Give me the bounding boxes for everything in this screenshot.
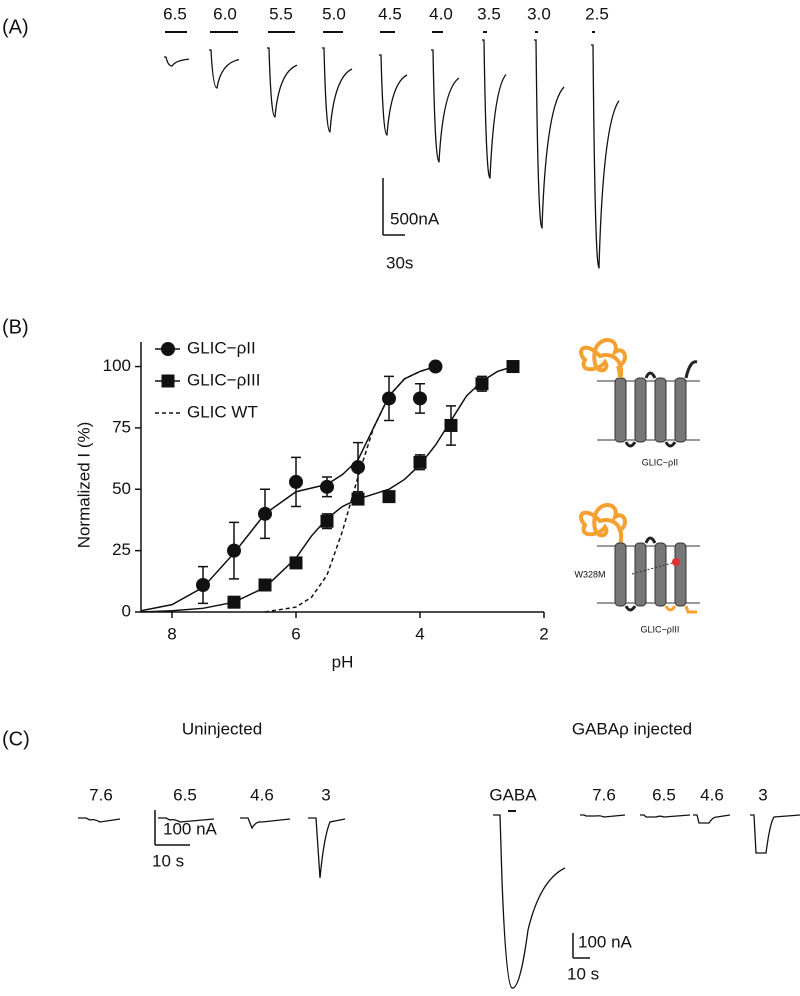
marker xyxy=(382,490,396,504)
y-tick-label: 75 xyxy=(112,417,131,436)
ph-label: 5.0 xyxy=(322,4,346,23)
marker xyxy=(382,391,396,406)
legend-label: GLIC−ρII xyxy=(187,338,256,357)
legend-label: GLIC WT xyxy=(187,402,258,421)
panel-title: Uninjected xyxy=(182,719,262,738)
construct-label: GLIC−ρIII xyxy=(641,624,680,634)
x-tick-label: 2 xyxy=(539,624,548,643)
ph-label: 6.0 xyxy=(213,4,237,23)
trace xyxy=(580,814,626,818)
marker xyxy=(506,360,520,374)
marker xyxy=(289,556,303,570)
ph-label: 2.5 xyxy=(585,4,609,23)
scale-label: 30s xyxy=(386,253,413,272)
marker xyxy=(413,455,427,469)
trace xyxy=(640,814,691,818)
y-tick-label: 100 xyxy=(103,356,131,375)
line xyxy=(264,365,436,613)
ph-label: 4.6 xyxy=(700,785,724,804)
trace xyxy=(750,814,800,854)
marker xyxy=(196,578,210,592)
trace xyxy=(482,39,507,179)
diagram: GLIC−ρII W328M GLIC−ρIII xyxy=(574,338,700,634)
marker xyxy=(475,377,489,391)
ph-label: 6.5 xyxy=(173,785,197,804)
ph-label: 6.5 xyxy=(652,785,676,804)
ph-label: 4.0 xyxy=(429,4,453,23)
chart: 0 25 50 75 100 8 6 4 2 pH Normalized I (%) GLIC−ρII… xyxy=(74,338,548,671)
trace xyxy=(693,814,731,824)
mutation-label: W328M xyxy=(574,569,605,579)
x-axis-label: pH xyxy=(332,652,354,671)
marker xyxy=(289,474,303,489)
y-tick-label: 0 xyxy=(122,601,131,620)
marker xyxy=(161,374,175,388)
x-tick-label: 4 xyxy=(415,624,424,643)
scale-label: 100 nA xyxy=(578,932,633,951)
marker xyxy=(351,492,365,506)
panel-a: 6.5 6.0 5.5 5.0 4.5 4.0 3.5 3.0 2.5 xyxy=(163,4,620,269)
marker xyxy=(227,543,241,558)
trace xyxy=(78,817,121,823)
trace xyxy=(267,47,298,118)
ph-label: 5.5 xyxy=(269,4,293,23)
trace xyxy=(308,817,346,879)
x-tick-label: 8 xyxy=(167,624,176,643)
scale-label: 10 s xyxy=(152,851,184,870)
trace xyxy=(431,49,460,163)
trace xyxy=(591,44,620,269)
marker xyxy=(413,391,427,406)
construct-label: GLIC−ρII xyxy=(642,457,678,467)
trace xyxy=(209,49,240,89)
marker xyxy=(161,342,175,356)
marker xyxy=(227,595,241,609)
marker xyxy=(258,506,272,521)
trace xyxy=(534,39,565,229)
ph-label: 7.6 xyxy=(89,785,113,804)
y-axis-label: Normalized I (%) xyxy=(74,422,93,549)
ph-label: 3 xyxy=(758,785,767,804)
panel-title: GABAρ injected xyxy=(572,719,692,738)
y-tick-label: 25 xyxy=(112,540,131,559)
construct-drawing xyxy=(579,338,700,448)
trace xyxy=(379,54,408,136)
panel-c: 7.6 6.5 4.6 3 7.6 6.5 4.6 3 xyxy=(78,785,800,879)
ph-label: 4.5 xyxy=(378,4,402,23)
scale-label: 100 nA xyxy=(163,819,218,838)
ph-label: 4.6 xyxy=(250,785,274,804)
scale-label: 10 s xyxy=(567,964,599,983)
trace xyxy=(158,817,215,823)
ph-label: 3.0 xyxy=(527,4,551,23)
ph-label: 7.6 xyxy=(592,785,616,804)
marker xyxy=(351,460,365,475)
panel-label: (C) xyxy=(2,728,30,750)
x-tick-label: 6 xyxy=(291,624,300,643)
marker xyxy=(320,479,334,494)
scale-label: 500nA xyxy=(390,209,440,228)
trace xyxy=(240,817,291,830)
trace xyxy=(322,47,353,133)
construct-drawing xyxy=(579,503,700,614)
ph-label: 3.5 xyxy=(477,4,501,23)
marker xyxy=(258,578,272,592)
y-tick-label: 50 xyxy=(112,479,131,498)
trace xyxy=(164,56,190,67)
panel-label: (B) xyxy=(2,316,29,338)
marker xyxy=(444,418,458,432)
panel-label: (A) xyxy=(2,16,29,38)
ph-label: 6.5 xyxy=(163,4,187,23)
trace xyxy=(493,814,566,989)
ph-label: 3 xyxy=(321,785,330,804)
legend-label: GLIC−ρIII xyxy=(187,370,260,389)
agonist-label: GABA xyxy=(489,785,537,804)
marker xyxy=(320,514,334,528)
